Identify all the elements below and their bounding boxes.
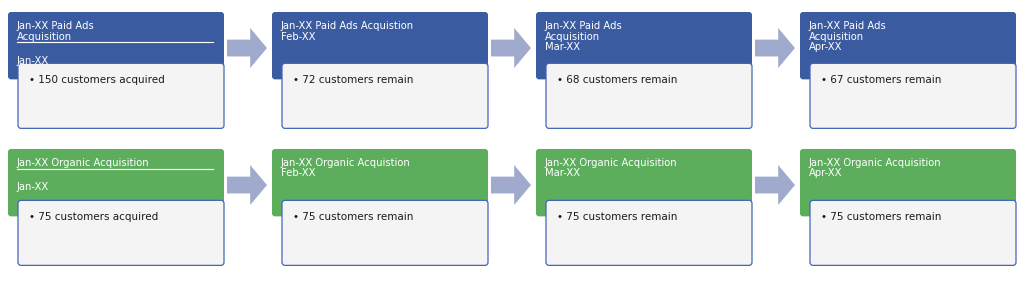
Text: • 68 customers remain: • 68 customers remain bbox=[557, 75, 677, 85]
Text: Jan-XX: Jan-XX bbox=[17, 182, 49, 192]
Text: Feb-XX: Feb-XX bbox=[281, 169, 315, 178]
Polygon shape bbox=[227, 28, 267, 68]
Text: Jan-XX Paid Ads: Jan-XX Paid Ads bbox=[545, 21, 623, 31]
Text: Apr-XX: Apr-XX bbox=[809, 169, 843, 178]
Text: Acquisition: Acquisition bbox=[17, 32, 72, 41]
Polygon shape bbox=[755, 28, 795, 68]
FancyBboxPatch shape bbox=[810, 63, 1016, 128]
Text: Jan-XX Organic Acquisition: Jan-XX Organic Acquisition bbox=[809, 158, 942, 168]
Polygon shape bbox=[490, 28, 531, 68]
Text: Mar-XX: Mar-XX bbox=[545, 169, 581, 178]
Text: Jan-XX Organic Acquisition: Jan-XX Organic Acquisition bbox=[545, 158, 678, 168]
FancyBboxPatch shape bbox=[800, 149, 1016, 216]
FancyBboxPatch shape bbox=[272, 149, 488, 216]
FancyBboxPatch shape bbox=[18, 200, 224, 266]
Text: • 67 customers remain: • 67 customers remain bbox=[821, 75, 941, 85]
Text: Acquisition: Acquisition bbox=[545, 32, 600, 41]
Text: Jan-XX Organic Acquistion: Jan-XX Organic Acquistion bbox=[281, 158, 411, 168]
Polygon shape bbox=[490, 165, 531, 205]
Text: • 75 customers remain: • 75 customers remain bbox=[557, 212, 677, 222]
Text: Jan-XX: Jan-XX bbox=[17, 56, 49, 65]
Text: Apr-XX: Apr-XX bbox=[809, 42, 843, 52]
FancyBboxPatch shape bbox=[282, 63, 488, 128]
FancyBboxPatch shape bbox=[282, 200, 488, 266]
FancyBboxPatch shape bbox=[810, 200, 1016, 266]
Text: Acquisition: Acquisition bbox=[809, 32, 864, 41]
Polygon shape bbox=[755, 165, 795, 205]
FancyBboxPatch shape bbox=[536, 12, 752, 80]
FancyBboxPatch shape bbox=[546, 200, 752, 266]
Text: Feb-XX: Feb-XX bbox=[281, 32, 315, 41]
FancyBboxPatch shape bbox=[536, 149, 752, 216]
FancyBboxPatch shape bbox=[18, 63, 224, 128]
Text: • 75 customers remain: • 75 customers remain bbox=[293, 212, 414, 222]
Text: Mar-XX: Mar-XX bbox=[545, 42, 581, 52]
FancyBboxPatch shape bbox=[8, 12, 224, 80]
Text: • 75 customers acquired: • 75 customers acquired bbox=[29, 212, 159, 222]
FancyBboxPatch shape bbox=[272, 12, 488, 80]
FancyBboxPatch shape bbox=[800, 12, 1016, 80]
Text: • 150 customers acquired: • 150 customers acquired bbox=[29, 75, 165, 85]
Text: • 72 customers remain: • 72 customers remain bbox=[293, 75, 414, 85]
FancyBboxPatch shape bbox=[8, 149, 224, 216]
Text: Jan-XX Paid Ads: Jan-XX Paid Ads bbox=[809, 21, 887, 31]
FancyBboxPatch shape bbox=[546, 63, 752, 128]
Polygon shape bbox=[227, 165, 267, 205]
Text: Jan-XX Paid Ads: Jan-XX Paid Ads bbox=[17, 21, 95, 31]
Text: • 75 customers remain: • 75 customers remain bbox=[821, 212, 941, 222]
Text: Jan-XX Paid Ads Acquistion: Jan-XX Paid Ads Acquistion bbox=[281, 21, 414, 31]
Text: Jan-XX Organic Acquisition: Jan-XX Organic Acquisition bbox=[17, 158, 150, 168]
